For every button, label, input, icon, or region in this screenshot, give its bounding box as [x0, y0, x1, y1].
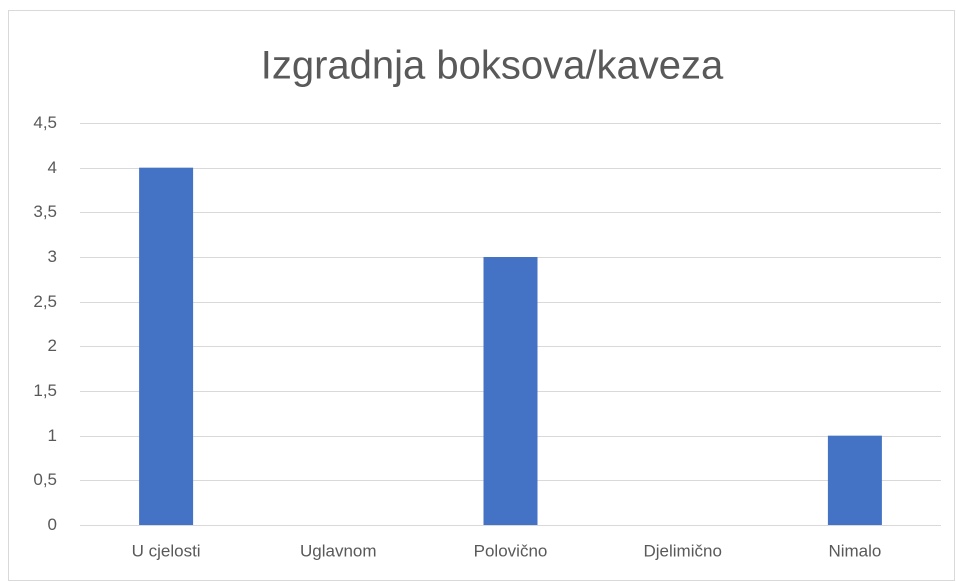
y-tick-label: 2	[48, 336, 57, 355]
bar	[827, 435, 882, 525]
y-tick-label: 0,5	[33, 470, 57, 489]
y-tick-label: 1,5	[33, 381, 57, 400]
chart-title: Izgradnja boksova/kaveza	[261, 44, 724, 88]
x-tick-label: U cjelosti	[132, 541, 201, 560]
y-tick-label: 3	[48, 247, 57, 266]
y-tick-label: 3,5	[33, 202, 57, 221]
y-tick-label: 1	[48, 426, 57, 445]
y-tick-label: 2,5	[33, 292, 57, 311]
x-tick-label: Polovično	[474, 541, 548, 560]
y-tick-label: 4	[48, 158, 57, 177]
y-tick-label: 4,5	[33, 113, 57, 132]
bar	[483, 257, 538, 525]
y-tick-label: 0	[48, 515, 57, 534]
bar	[139, 167, 194, 525]
x-tick-label: Nimalo	[828, 541, 881, 560]
x-tick-label: Djelimično	[643, 541, 721, 560]
x-tick-label: Uglavnom	[300, 541, 377, 560]
